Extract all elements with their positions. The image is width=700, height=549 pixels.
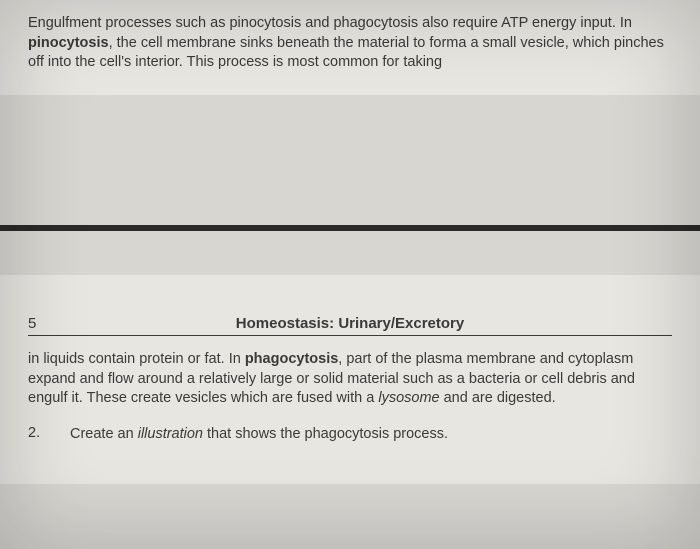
text-segment: Engulfment processes such as pinocytosis…: [28, 15, 632, 31]
page-gap: [0, 95, 700, 275]
section-title: Homeostasis: Urinary/Excretory: [28, 315, 672, 332]
text-segment: , the cell membrane sinks beneath the ma…: [28, 35, 664, 71]
question-row: 2. Create an illustration that shows the…: [28, 425, 672, 445]
text-segment: that shows the phagocytosis process.: [203, 426, 448, 442]
text-segment: in liquids contain protein or fat. In: [28, 351, 245, 367]
page-bottom-section: 5 Homeostasis: Urinary/Excretory in liqu…: [0, 275, 700, 484]
term-pinocytosis: pinocytosis: [28, 35, 109, 51]
term-lysosome: lysosome: [378, 390, 439, 406]
text-segment: and are digested.: [440, 390, 556, 406]
question-number: 2.: [28, 425, 70, 445]
paragraph-top: Engulfment processes such as pinocytosis…: [28, 14, 672, 73]
paragraph-bottom: in liquids contain protein or fat. In ph…: [28, 350, 672, 409]
page-divider: [0, 225, 700, 231]
page-top-section: Engulfment processes such as pinocytosis…: [0, 0, 700, 95]
text-segment: Create an: [70, 426, 138, 442]
term-illustration: illustration: [138, 426, 203, 442]
term-phagocytosis: phagocytosis: [245, 351, 338, 367]
question-text: Create an illustration that shows the ph…: [70, 425, 448, 445]
section-header: 5 Homeostasis: Urinary/Excretory: [28, 315, 672, 336]
